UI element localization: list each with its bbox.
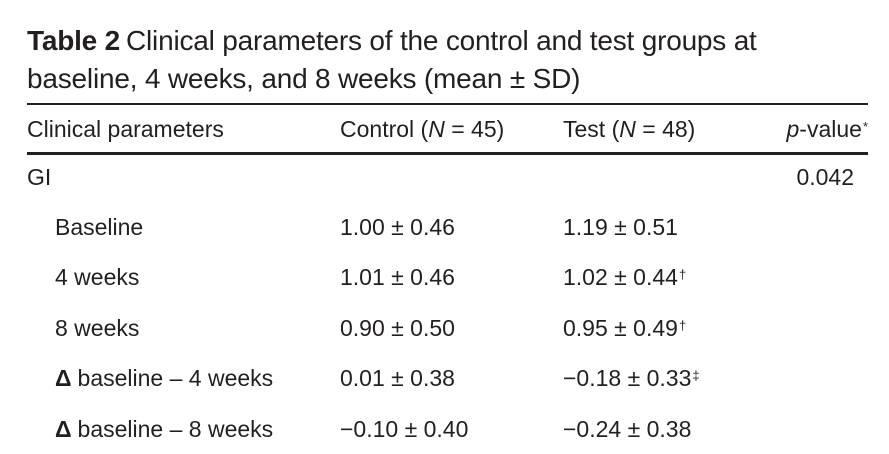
header-p-footnote-mark: * [862,119,868,134]
row-baseline-control: 1.00 ± 0.46 [340,214,455,240]
header-clinical-parameters: Clinical parameters [27,116,224,142]
row-delta-4weeks-test-value: −0.18 ± 0.33 [563,365,692,391]
header-control-suffix: = 45) [444,116,505,142]
header-test: Test (N = 48) [563,114,695,144]
row-delta-4weeks-test-mark: ‡ [692,368,700,383]
row-delta-8weeks-control: −0.10 ± 0.40 [340,416,469,442]
table-top-rule [27,103,868,105]
row-8weeks-control: 0.90 ± 0.50 [340,315,455,341]
row-delta-8weeks-label: baseline – 8 weeks [77,416,274,442]
row-baseline-test: 1.19 ± 0.51 [563,214,678,240]
header-control: Control (N = 45) [340,114,504,144]
header-p-rest: -value [799,116,862,142]
row-gi-param: GI [27,164,52,190]
header-control-prefix: Control ( [340,116,429,142]
row-delta-4weeks-label: baseline – 4 weeks [77,365,274,391]
row-4weeks-test-value: 1.02 ± 0.44 [563,264,678,290]
row-8weeks-test-value: 0.95 ± 0.49 [563,315,678,341]
delta-symbol: Δ [55,416,72,442]
table-header-rule [27,152,868,155]
row-baseline-param: Baseline [55,214,144,240]
header-p-value: p-value* [786,114,868,148]
row-4weeks-param: 4 weeks [55,264,140,290]
header-test-n: N [619,116,636,142]
header-test-suffix: = 48) [635,116,696,142]
row-8weeks-test-mark: † [678,318,687,333]
delta-symbol: Δ [55,365,72,391]
header-p-italic: p [786,116,800,142]
row-8weeks-param: 8 weeks [55,315,140,341]
row-delta-4weeks-control: 0.01 ± 0.38 [340,365,455,391]
table-caption: Table 2 Clinical parameters of the contro… [27,22,867,98]
header-control-n: N [428,116,445,142]
row-4weeks-test: 1.02 ± 0.44† [563,262,686,296]
row-delta-4weeks-test: −0.18 ± 0.33‡ [563,363,700,397]
row-delta-8weeks-test: −0.24 ± 0.38 [563,416,692,442]
row-gi-p-value: 0.042 [796,164,854,190]
table-label: Table 2 [27,25,121,56]
header-test-prefix: Test ( [563,116,620,142]
table-caption-text: Clinical parameters of the control and t… [27,25,757,94]
row-4weeks-test-mark: † [678,267,687,282]
row-8weeks-test: 0.95 ± 0.49† [563,313,686,347]
row-4weeks-control: 1.01 ± 0.46 [340,264,455,290]
